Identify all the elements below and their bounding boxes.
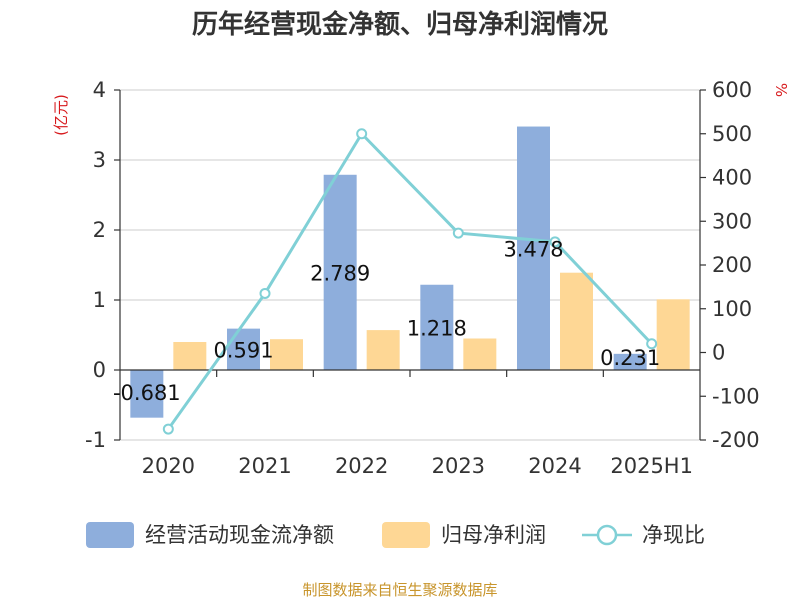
bar-data-label: 1.218 — [407, 316, 467, 340]
bar-net-profit — [463, 338, 497, 370]
legend-item-cash-ratio[interactable]: 净现比 — [582, 523, 705, 547]
line-cash-ratio — [167, 131, 653, 430]
chart-title: 历年经营现金净额、归母净利润情况 — [192, 9, 608, 40]
right-axis-tick-label: 100 — [712, 297, 752, 321]
line-point-cash-ratio — [162, 423, 174, 435]
bar-cashflow — [613, 353, 647, 370]
left-axis-tick-label: 1 — [93, 288, 106, 312]
legend-swatch-cashflow — [86, 522, 134, 548]
bar-net-profit — [173, 342, 207, 370]
right-axis-tick-label: 200 — [712, 253, 752, 277]
right-axis-tick-label: 300 — [712, 209, 752, 233]
legend-label-cashflow: 经营活动现金流净额 — [145, 523, 334, 547]
bar-net-profit — [656, 299, 690, 370]
right-axis-unit: % — [772, 83, 790, 97]
left-axis-tick-label: -1 — [85, 428, 106, 452]
line-point-cash-ratio — [356, 128, 368, 140]
x-axis-tick-label: 2020 — [142, 454, 195, 478]
line-point-cash-ratio — [549, 236, 561, 248]
bar-data-labels: -0.681 0.591 2.789 1.218 3.478 0.231 — [113, 237, 660, 405]
left-axis-tick-label: 4 — [93, 78, 106, 102]
bar-data-label: 0.231 — [600, 346, 660, 370]
right-axis-tick-label: -200 — [712, 428, 760, 452]
right-axis-tick-label: 500 — [712, 122, 752, 146]
left-axis-unit: (亿元) — [52, 94, 70, 136]
left-axis-tick-label: 3 — [93, 148, 106, 172]
line-point-cash-ratio — [259, 287, 271, 299]
right-axis-tick-label: 400 — [712, 166, 752, 190]
bar-net-profit — [366, 330, 400, 370]
source-note: 制图数据来自恒生聚源数据库 — [302, 581, 497, 599]
bar-cashflow — [227, 328, 260, 370]
axes: -1 0 1 2 3 4 -200 -100 0 100 200 300 400 500 600 2020 20… — [85, 78, 760, 478]
x-axis-tick-label: 2024 — [528, 454, 581, 478]
bar-cashflow — [323, 174, 357, 370]
legend-item-cashflow[interactable]: 经营活动现金流净额 — [86, 522, 334, 548]
right-axis-tick-label: 0 — [712, 341, 725, 365]
left-axis-tick-label: 0 — [93, 358, 106, 382]
bar-cashflow — [130, 370, 164, 418]
x-axis-tick-label: 2025H1 — [610, 454, 693, 478]
bar-series-layer — [130, 126, 690, 418]
right-axis-tick-label: -100 — [712, 384, 760, 408]
bar-data-label: 0.591 — [213, 338, 273, 362]
left-axis-tick-label: 2 — [93, 218, 106, 242]
bar-cashflow — [517, 126, 550, 370]
grid-lines — [120, 89, 700, 441]
x-axis-tick-label: 2021 — [238, 454, 291, 478]
bar-data-label: -0.681 — [113, 381, 181, 405]
line-point-cash-ratio — [646, 338, 658, 350]
bar-data-label: 3.478 — [503, 237, 563, 261]
bar-net-profit — [270, 339, 303, 370]
legend-swatch-marker — [596, 524, 618, 546]
legend-swatch-net-profit — [382, 522, 430, 548]
x-axis-tick-label: 2022 — [335, 454, 388, 478]
line-series-layer — [162, 128, 658, 435]
legend: 经营活动现金流净额 归母净利润 净现比 — [86, 522, 705, 548]
bar-data-label: 2.789 — [310, 261, 370, 285]
right-axis-tick-label: 600 — [712, 78, 752, 102]
line-point-cash-ratio — [452, 227, 464, 239]
x-axis-tick-label: 2023 — [432, 454, 485, 478]
bar-net-profit — [560, 272, 593, 370]
bar-cashflow — [420, 284, 454, 370]
legend-item-net-profit[interactable]: 归母净利润 — [382, 522, 546, 548]
legend-label-net-profit: 归母净利润 — [441, 523, 546, 547]
legend-label-cash-ratio: 净现比 — [642, 523, 705, 547]
